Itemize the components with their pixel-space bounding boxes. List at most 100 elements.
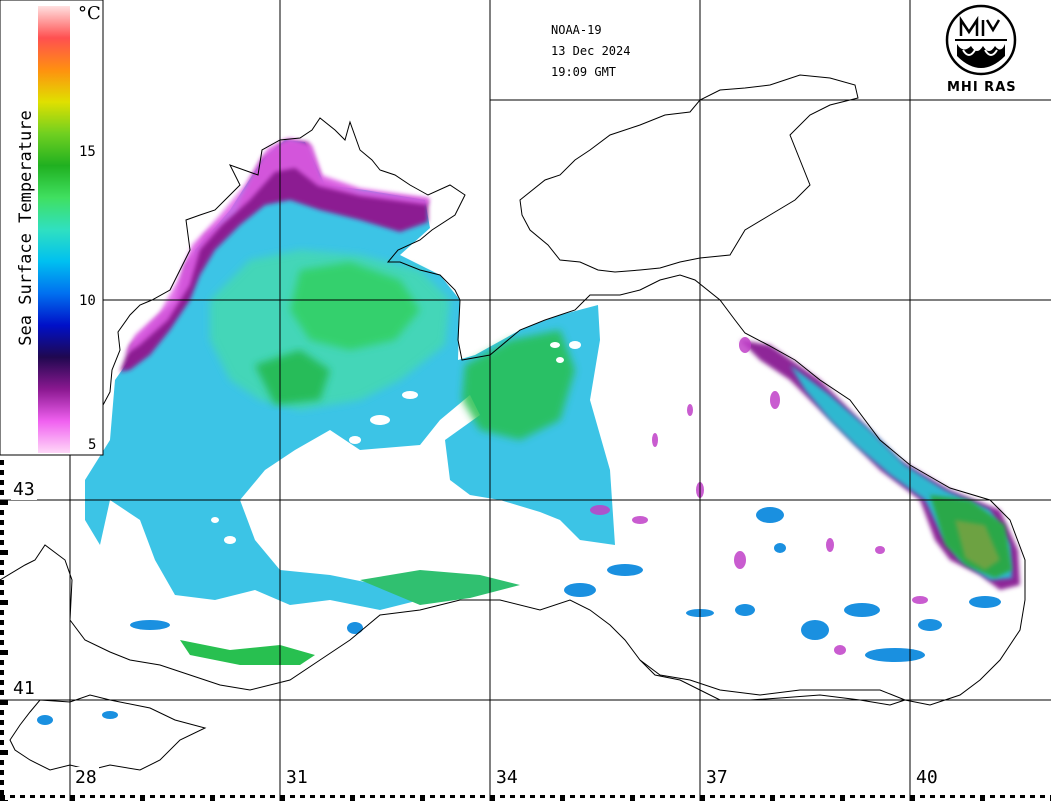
bottom-ruler-tick bbox=[670, 795, 675, 798]
sst-east-warm-core bbox=[955, 520, 1000, 570]
bottom-ruler-tick bbox=[770, 795, 775, 801]
bottom-ruler-tick bbox=[560, 795, 565, 801]
bottom-ruler-tick bbox=[230, 795, 235, 798]
bottom-ruler-tick bbox=[1010, 795, 1015, 798]
lon-label-40: 40 bbox=[914, 767, 940, 788]
left-ruler-tick bbox=[0, 760, 4, 765]
left-ruler-tick bbox=[0, 750, 8, 755]
bottom-ruler-tick bbox=[400, 795, 405, 798]
colorbar bbox=[0, 0, 104, 456]
bottom-ruler-tick bbox=[920, 795, 925, 798]
left-ruler-tick bbox=[0, 590, 4, 595]
bottom-ruler-tick bbox=[780, 795, 785, 798]
bottom-ruler-tick bbox=[460, 795, 465, 798]
lat-label-41: 41 bbox=[11, 678, 37, 699]
bottom-ruler-tick bbox=[790, 795, 795, 798]
lon-label-37: 37 bbox=[704, 767, 730, 788]
mhi-logo bbox=[945, 4, 1017, 76]
sst-field bbox=[37, 138, 1020, 725]
logo-label: MHI RAS bbox=[947, 80, 1017, 95]
left-ruler-tick bbox=[0, 690, 4, 695]
sst-scatter-magenta bbox=[590, 337, 928, 655]
bottom-ruler-tick bbox=[590, 795, 595, 798]
left-ruler-tick bbox=[0, 460, 4, 465]
lon-label-28: 28 bbox=[73, 767, 99, 788]
bottom-ruler-tick bbox=[890, 795, 895, 798]
colorbar-ramp bbox=[38, 6, 70, 453]
bottom-ruler-tick bbox=[550, 795, 555, 798]
coastline bbox=[0, 74, 1026, 771]
bottom-ruler-tick bbox=[680, 795, 685, 798]
bottom-ruler-tick bbox=[970, 795, 975, 798]
bottom-ruler-tick bbox=[90, 795, 95, 798]
bottom-ruler-tick bbox=[290, 795, 295, 798]
left-ruler-tick bbox=[0, 650, 8, 655]
bottom-ruler-tick bbox=[260, 795, 265, 798]
bottom-ruler-tick bbox=[540, 795, 545, 798]
bottom-ruler-tick bbox=[10, 795, 15, 798]
bottom-ruler-tick bbox=[480, 795, 485, 798]
left-ruler-tick bbox=[0, 780, 4, 785]
bottom-ruler-tick bbox=[660, 795, 665, 798]
left-ruler-tick bbox=[0, 620, 4, 625]
left-ruler-tick bbox=[0, 670, 4, 675]
bottom-ruler-tick bbox=[200, 795, 205, 798]
bottom-ruler-tick bbox=[500, 795, 505, 798]
sst-warm-patch-sw bbox=[180, 640, 315, 665]
bottom-ruler-tick bbox=[940, 795, 945, 798]
bottom-ruler-tick bbox=[420, 795, 425, 801]
bottom-ruler-tick bbox=[800, 795, 805, 798]
bottom-ruler-tick bbox=[900, 795, 905, 798]
left-ruler-tick bbox=[0, 770, 4, 775]
bottom-ruler-tick bbox=[610, 795, 615, 798]
bottom-ruler-tick bbox=[20, 795, 25, 798]
left-ruler-tick bbox=[0, 510, 4, 515]
acquisition-time: 19:09 GMT bbox=[551, 65, 617, 79]
bottom-ruler-tick bbox=[120, 795, 125, 798]
bottom-ruler-tick bbox=[350, 795, 355, 801]
bottom-ruler-tick bbox=[810, 795, 815, 798]
lon-label-34: 34 bbox=[494, 767, 520, 788]
bottom-ruler-tick bbox=[160, 795, 165, 798]
bottom-ruler-tick bbox=[950, 795, 955, 798]
coast-sea-of-azov bbox=[519, 74, 859, 273]
bottom-ruler bbox=[0, 795, 1051, 801]
bottom-ruler-tick bbox=[100, 795, 105, 798]
bottom-ruler-tick bbox=[30, 795, 35, 798]
bottom-ruler-tick bbox=[820, 795, 825, 798]
bottom-ruler-tick bbox=[960, 795, 965, 798]
bottom-ruler-tick bbox=[740, 795, 745, 798]
bottom-ruler-tick bbox=[370, 795, 375, 798]
bottom-ruler-tick bbox=[150, 795, 155, 798]
bottom-ruler-tick bbox=[710, 795, 715, 798]
sst-warm-patch-nw bbox=[290, 262, 420, 350]
colorbar-tick-5: 5 bbox=[88, 437, 97, 453]
left-ruler-tick bbox=[0, 580, 4, 585]
left-ruler-tick bbox=[0, 470, 4, 475]
bottom-ruler-tick bbox=[990, 795, 995, 798]
bottom-ruler-tick bbox=[340, 795, 345, 798]
cloud-speckles bbox=[211, 341, 581, 544]
bottom-ruler-tick bbox=[650, 795, 655, 798]
bottom-ruler-tick bbox=[1030, 795, 1035, 798]
left-ruler-tick bbox=[0, 570, 4, 575]
left-ruler-tick bbox=[0, 530, 4, 535]
left-ruler-tick bbox=[0, 540, 4, 545]
bottom-ruler-tick bbox=[310, 795, 315, 798]
left-ruler-tick bbox=[0, 730, 4, 735]
bottom-ruler-tick bbox=[330, 795, 335, 798]
bottom-ruler-tick bbox=[570, 795, 575, 798]
bottom-ruler-tick bbox=[60, 795, 65, 798]
bottom-ruler-tick bbox=[280, 795, 285, 801]
bottom-ruler-tick bbox=[600, 795, 605, 798]
left-ruler-tick bbox=[0, 480, 4, 485]
bottom-ruler-tick bbox=[240, 795, 245, 798]
bottom-ruler-tick bbox=[80, 795, 85, 798]
sst-cold-belt-nw-pink bbox=[125, 138, 430, 355]
bottom-ruler-tick bbox=[630, 795, 635, 801]
sst-cold-belt-nw bbox=[120, 140, 428, 372]
bottom-ruler-tick bbox=[980, 795, 985, 801]
bottom-ruler-tick bbox=[620, 795, 625, 798]
bottom-ruler-tick bbox=[320, 795, 325, 798]
